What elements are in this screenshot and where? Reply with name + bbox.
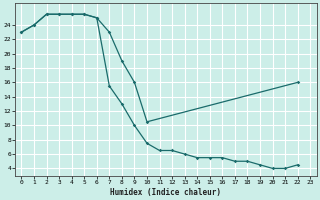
X-axis label: Humidex (Indice chaleur): Humidex (Indice chaleur) — [110, 188, 221, 197]
